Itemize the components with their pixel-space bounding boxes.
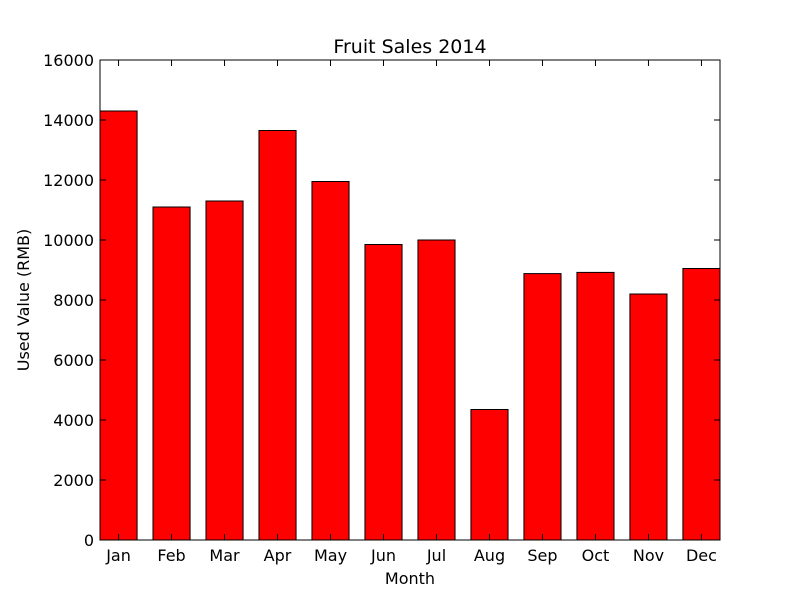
x-tick-label-nov: Nov <box>633 546 664 565</box>
x-tick-label-mar: Mar <box>209 546 240 565</box>
bar-dec <box>682 268 721 541</box>
bar-nov <box>629 293 668 541</box>
y-tick-label-4000: 4000 <box>53 411 94 430</box>
y-tick-label-12000: 12000 <box>43 171 94 190</box>
x-tick-label-oct: Oct <box>582 546 610 565</box>
bar-feb <box>152 206 191 541</box>
y-axis-title: Used Value (RMB) <box>14 229 33 372</box>
bar-may <box>311 181 350 541</box>
bar-jun <box>364 244 403 541</box>
y-tick-label-8000: 8000 <box>53 291 94 310</box>
y-tick-label-0: 0 <box>84 531 94 550</box>
bar-oct <box>576 271 615 541</box>
chart-title: Fruit Sales 2014 <box>333 36 486 58</box>
x-tick-label-jan: Jan <box>105 546 131 565</box>
x-tick-label-may: May <box>314 546 347 565</box>
x-axis-title: Month <box>385 569 435 588</box>
x-tick-label-jun: Jun <box>370 546 396 565</box>
x-tick-label-jul: Jul <box>426 546 446 565</box>
plot-area-frame <box>99 59 721 541</box>
y-tick-label-2000: 2000 <box>53 471 94 490</box>
x-tick-label-apr: Apr <box>264 546 292 565</box>
y-tick-label-6000: 6000 <box>53 351 94 370</box>
bar-mar <box>205 200 244 541</box>
x-tick-label-aug: Aug <box>474 546 505 565</box>
y-tick-label-16000: 16000 <box>43 51 94 70</box>
bar-jul <box>417 239 456 541</box>
bars-layer <box>99 110 721 541</box>
bar-sep <box>523 273 562 541</box>
x-tick-label-feb: Feb <box>157 546 185 565</box>
y-tick-label-14000: 14000 <box>43 111 94 130</box>
ticks-layer: Jan Feb Mar Apr May Jun Jul Aug Sep Oct Nov Dec 0 200… <box>43 51 720 565</box>
bar-apr <box>258 130 297 541</box>
y-tick-label-10000: 10000 <box>43 231 94 250</box>
x-tick-label-dec: Dec <box>686 546 717 565</box>
bar-aug <box>470 409 509 541</box>
x-tick-label-sep: Sep <box>527 546 557 565</box>
bar-jan <box>99 110 138 541</box>
